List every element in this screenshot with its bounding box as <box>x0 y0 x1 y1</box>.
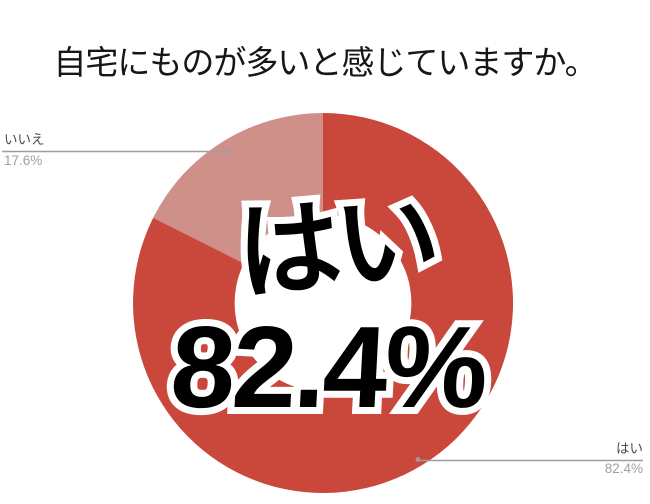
chart-title: 自宅にものが多いと感じていますか。 <box>53 44 597 81</box>
callout-yes-value: 82.4% <box>604 461 643 477</box>
callout-yes-label: はい <box>616 441 643 456</box>
callout-no: いいえ 17.6% <box>4 132 45 169</box>
center-label-percent: 82.4% <box>161 295 496 439</box>
callout-yes: はい 82.4% <box>604 441 643 477</box>
callout-leader-lines <box>2 148 643 462</box>
leader-dot-no <box>224 148 230 153</box>
callout-no-value: 17.6% <box>4 153 43 169</box>
donut-hole <box>234 214 412 392</box>
center-label-name: はい <box>225 174 446 321</box>
callout-no-label: いいえ <box>4 132 45 147</box>
leader-dot-yes <box>415 457 421 462</box>
